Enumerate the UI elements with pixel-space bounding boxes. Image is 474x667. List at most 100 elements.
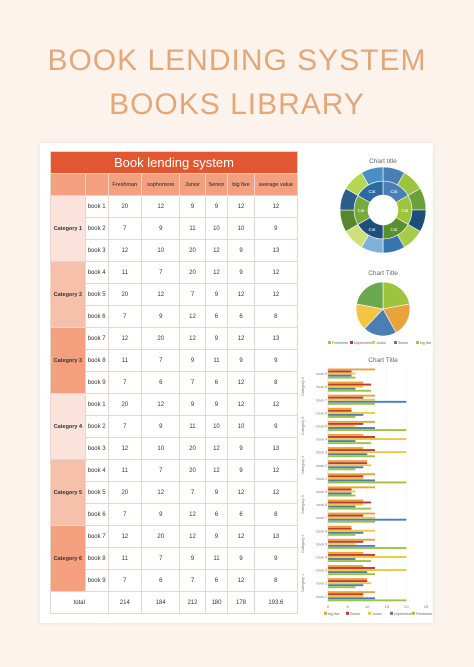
pie-legend-label: Senior bbox=[398, 341, 409, 345]
bar-legend-swatch bbox=[368, 611, 371, 615]
bar bbox=[328, 466, 364, 469]
value-cell: 7 bbox=[107, 569, 143, 592]
bar bbox=[328, 520, 376, 523]
bar bbox=[328, 453, 368, 456]
table-row: book 8 11 7 9 11 9 9 bbox=[51, 547, 299, 570]
bar bbox=[328, 556, 407, 558]
value-cell: 7 bbox=[179, 371, 206, 394]
bar-legend-label: big five bbox=[328, 612, 339, 616]
table-row: Category 5 book 4 11 7 20 12 9 12 bbox=[50, 459, 299, 526]
total-value: 214 bbox=[107, 591, 143, 614]
bar-legend-label: Junior bbox=[372, 612, 383, 616]
value-cell: 9 bbox=[179, 195, 206, 218]
value-cell: 9 bbox=[179, 349, 206, 372]
total-value: 212 bbox=[179, 591, 206, 614]
value-cell: 9 bbox=[141, 305, 181, 328]
bar bbox=[328, 516, 376, 519]
pie-legend-swatch bbox=[372, 341, 375, 344]
value-cell: 11 bbox=[204, 349, 229, 372]
value-cell: 11 bbox=[204, 547, 229, 570]
value-cell: 6 bbox=[204, 503, 229, 526]
bar bbox=[328, 449, 376, 452]
value-cell: 7 bbox=[179, 569, 206, 592]
book-cell: book 7 bbox=[84, 327, 109, 350]
total-label: total bbox=[50, 591, 109, 614]
value-cell: 7 bbox=[141, 459, 181, 482]
pie-legend-label: Junior bbox=[376, 341, 387, 345]
hero-title-line-2: BOOKS LIBRARY bbox=[109, 88, 365, 121]
value-cell: 6 bbox=[227, 305, 255, 328]
header-cell: sophomore bbox=[141, 173, 181, 196]
bar bbox=[328, 473, 376, 476]
bar bbox=[328, 442, 372, 445]
value-cell: 11 bbox=[179, 217, 206, 240]
bar bbox=[328, 387, 356, 390]
value-cell: 20 bbox=[179, 261, 206, 284]
bar bbox=[328, 464, 372, 467]
bar bbox=[328, 486, 376, 489]
value-cell: 7 bbox=[141, 261, 181, 284]
bar-x-tick: 0 bbox=[327, 604, 330, 609]
value-cell: 12 bbox=[253, 261, 299, 284]
value-cell: 20 bbox=[107, 283, 143, 306]
bar bbox=[328, 538, 376, 541]
book-cell: book 1 bbox=[84, 393, 109, 416]
bar bbox=[328, 422, 364, 425]
book-cell: book 2 bbox=[84, 217, 109, 240]
book-cell: book 9 bbox=[84, 371, 109, 394]
bar bbox=[328, 567, 376, 569]
value-cell: 12 bbox=[179, 305, 206, 328]
bar bbox=[328, 427, 376, 429]
bar bbox=[328, 420, 376, 423]
bar bbox=[328, 413, 364, 416]
bar bbox=[328, 599, 407, 602]
lending-table: Book lending system Freshman sophomore Jun… bbox=[50, 151, 299, 614]
bar-group-label: Category 1 bbox=[301, 574, 305, 593]
total-value: 180 bbox=[204, 591, 229, 614]
bar bbox=[328, 525, 352, 528]
bar bbox=[328, 499, 364, 502]
value-cell: 7 bbox=[107, 503, 143, 526]
table-row: Category 4 book 1 20 12 9 9 12 12 bbox=[50, 393, 299, 460]
total-value: 184 bbox=[141, 591, 181, 614]
bar-legend-swatch bbox=[324, 611, 327, 615]
value-cell: 9 bbox=[179, 547, 206, 570]
total-value: 178 bbox=[227, 591, 255, 614]
table-row: book 2 7 9 11 10 10 9 bbox=[51, 415, 299, 438]
bar bbox=[328, 586, 356, 589]
bar-category-label: book 5 bbox=[316, 424, 327, 428]
bar-group-label: Category 5 bbox=[301, 417, 305, 436]
value-cell: 9 bbox=[227, 437, 255, 460]
category-cell: Category 3 bbox=[50, 327, 86, 394]
sunburst-segment-label: Cat bbox=[390, 189, 398, 194]
value-cell: 20 bbox=[107, 393, 143, 416]
sunburst-segment-label: Cat bbox=[390, 227, 398, 232]
book-cell: book 5 bbox=[84, 481, 109, 504]
value-cell: 9 bbox=[227, 547, 255, 570]
value-cell: 12 bbox=[253, 481, 299, 504]
value-cell: 9 bbox=[204, 525, 229, 548]
bar bbox=[328, 434, 364, 436]
category-cell: Category 5 bbox=[50, 459, 86, 526]
value-cell: 12 bbox=[227, 371, 255, 394]
bar-category-label: book 4 bbox=[316, 438, 327, 442]
bar bbox=[328, 551, 364, 554]
pie-legend-swatch bbox=[394, 341, 397, 344]
value-cell: 12 bbox=[227, 393, 255, 416]
bar-category-label: book 9 bbox=[316, 372, 327, 376]
bar bbox=[328, 400, 407, 403]
value-cell: 20 bbox=[179, 459, 206, 482]
value-cell: 9 bbox=[204, 393, 229, 416]
pie-legend-swatch bbox=[328, 341, 331, 344]
bar-category-label: book 5 bbox=[316, 542, 327, 546]
bar-category-label: book 1 bbox=[316, 477, 327, 481]
bar bbox=[328, 565, 364, 567]
value-cell: 9 bbox=[253, 547, 299, 570]
table-row: book 2 7 9 11 10 10 9 bbox=[51, 217, 299, 240]
bar-legend-label: sophomore bbox=[394, 612, 412, 616]
header-cell: Senior bbox=[204, 173, 229, 196]
bar-legend-swatch bbox=[390, 611, 393, 615]
category-cell: Category 6 bbox=[50, 525, 86, 592]
table-row: Category 6 book 7 12 20 12 9 12 13 bbox=[50, 525, 299, 592]
bar bbox=[328, 383, 372, 386]
